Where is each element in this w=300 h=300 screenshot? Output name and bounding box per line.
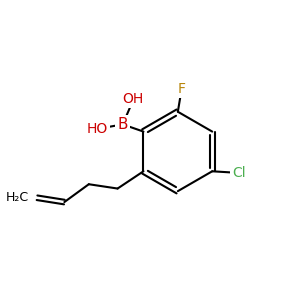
Text: F: F (177, 82, 185, 96)
Text: OH: OH (122, 92, 143, 106)
Text: B: B (118, 117, 128, 132)
Text: H₂C: H₂C (6, 191, 29, 204)
Text: Cl: Cl (232, 166, 246, 180)
Text: HO: HO (86, 122, 107, 136)
